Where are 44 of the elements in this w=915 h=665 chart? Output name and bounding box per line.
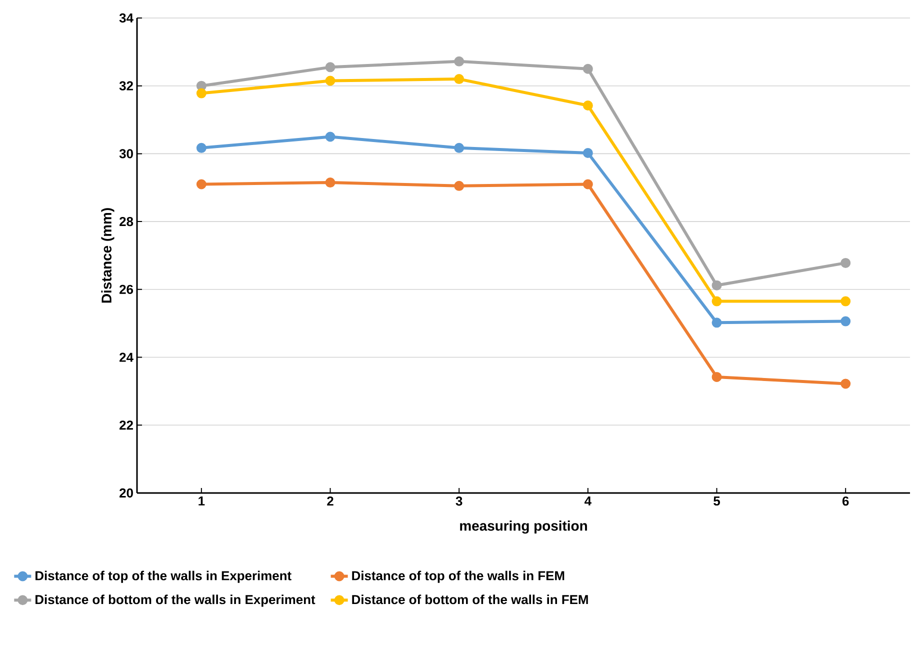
point [454,142,464,153]
point [712,318,722,328]
point [196,142,206,153]
point [712,296,722,306]
y-tick-label: 20 [120,488,133,498]
y-axis-title: Distance (mm) [101,208,114,303]
point [196,179,206,190]
point [325,76,336,86]
point [196,88,206,98]
x-tick-label: 3 [456,496,462,506]
y-tick-label: 26 [120,284,134,294]
y-tick-label: 28 [120,216,134,226]
point [196,80,206,91]
x-tick-label: 4 [584,496,592,506]
point [712,280,722,290]
y-tick-label: 30 [119,149,133,158]
point [454,56,464,66]
legend-label: Distance of top of the walls in Experiment [36,570,292,583]
point [712,372,722,382]
y-tick-label: 22 [120,420,133,430]
x-tick-label: 1 [198,496,205,506]
point [582,179,593,190]
x-axis-title: measuring position [460,520,587,534]
point [840,316,851,326]
point [325,132,336,142]
point [454,180,464,191]
point [454,74,464,84]
legend-label: Distance of bottom of the walls in FEM [352,594,588,604]
point [325,178,336,188]
y-tick-label: 34 [119,13,134,23]
point [582,64,593,74]
point [582,100,593,111]
legend-label: Distance of top of the walls in FEM [352,570,564,583]
x-tick-label: 5 [714,496,720,506]
y-tick-label: 32 [119,81,133,90]
x-tick-label: 2 [327,496,334,506]
point [840,296,851,306]
point [840,258,851,268]
point [582,148,593,158]
legend-label: Distance of bottom of the walls in Experiment [36,594,316,607]
point [840,378,851,389]
x-tick-label: 6 [842,496,849,506]
point [325,62,336,72]
y-tick-label: 24 [120,352,134,362]
